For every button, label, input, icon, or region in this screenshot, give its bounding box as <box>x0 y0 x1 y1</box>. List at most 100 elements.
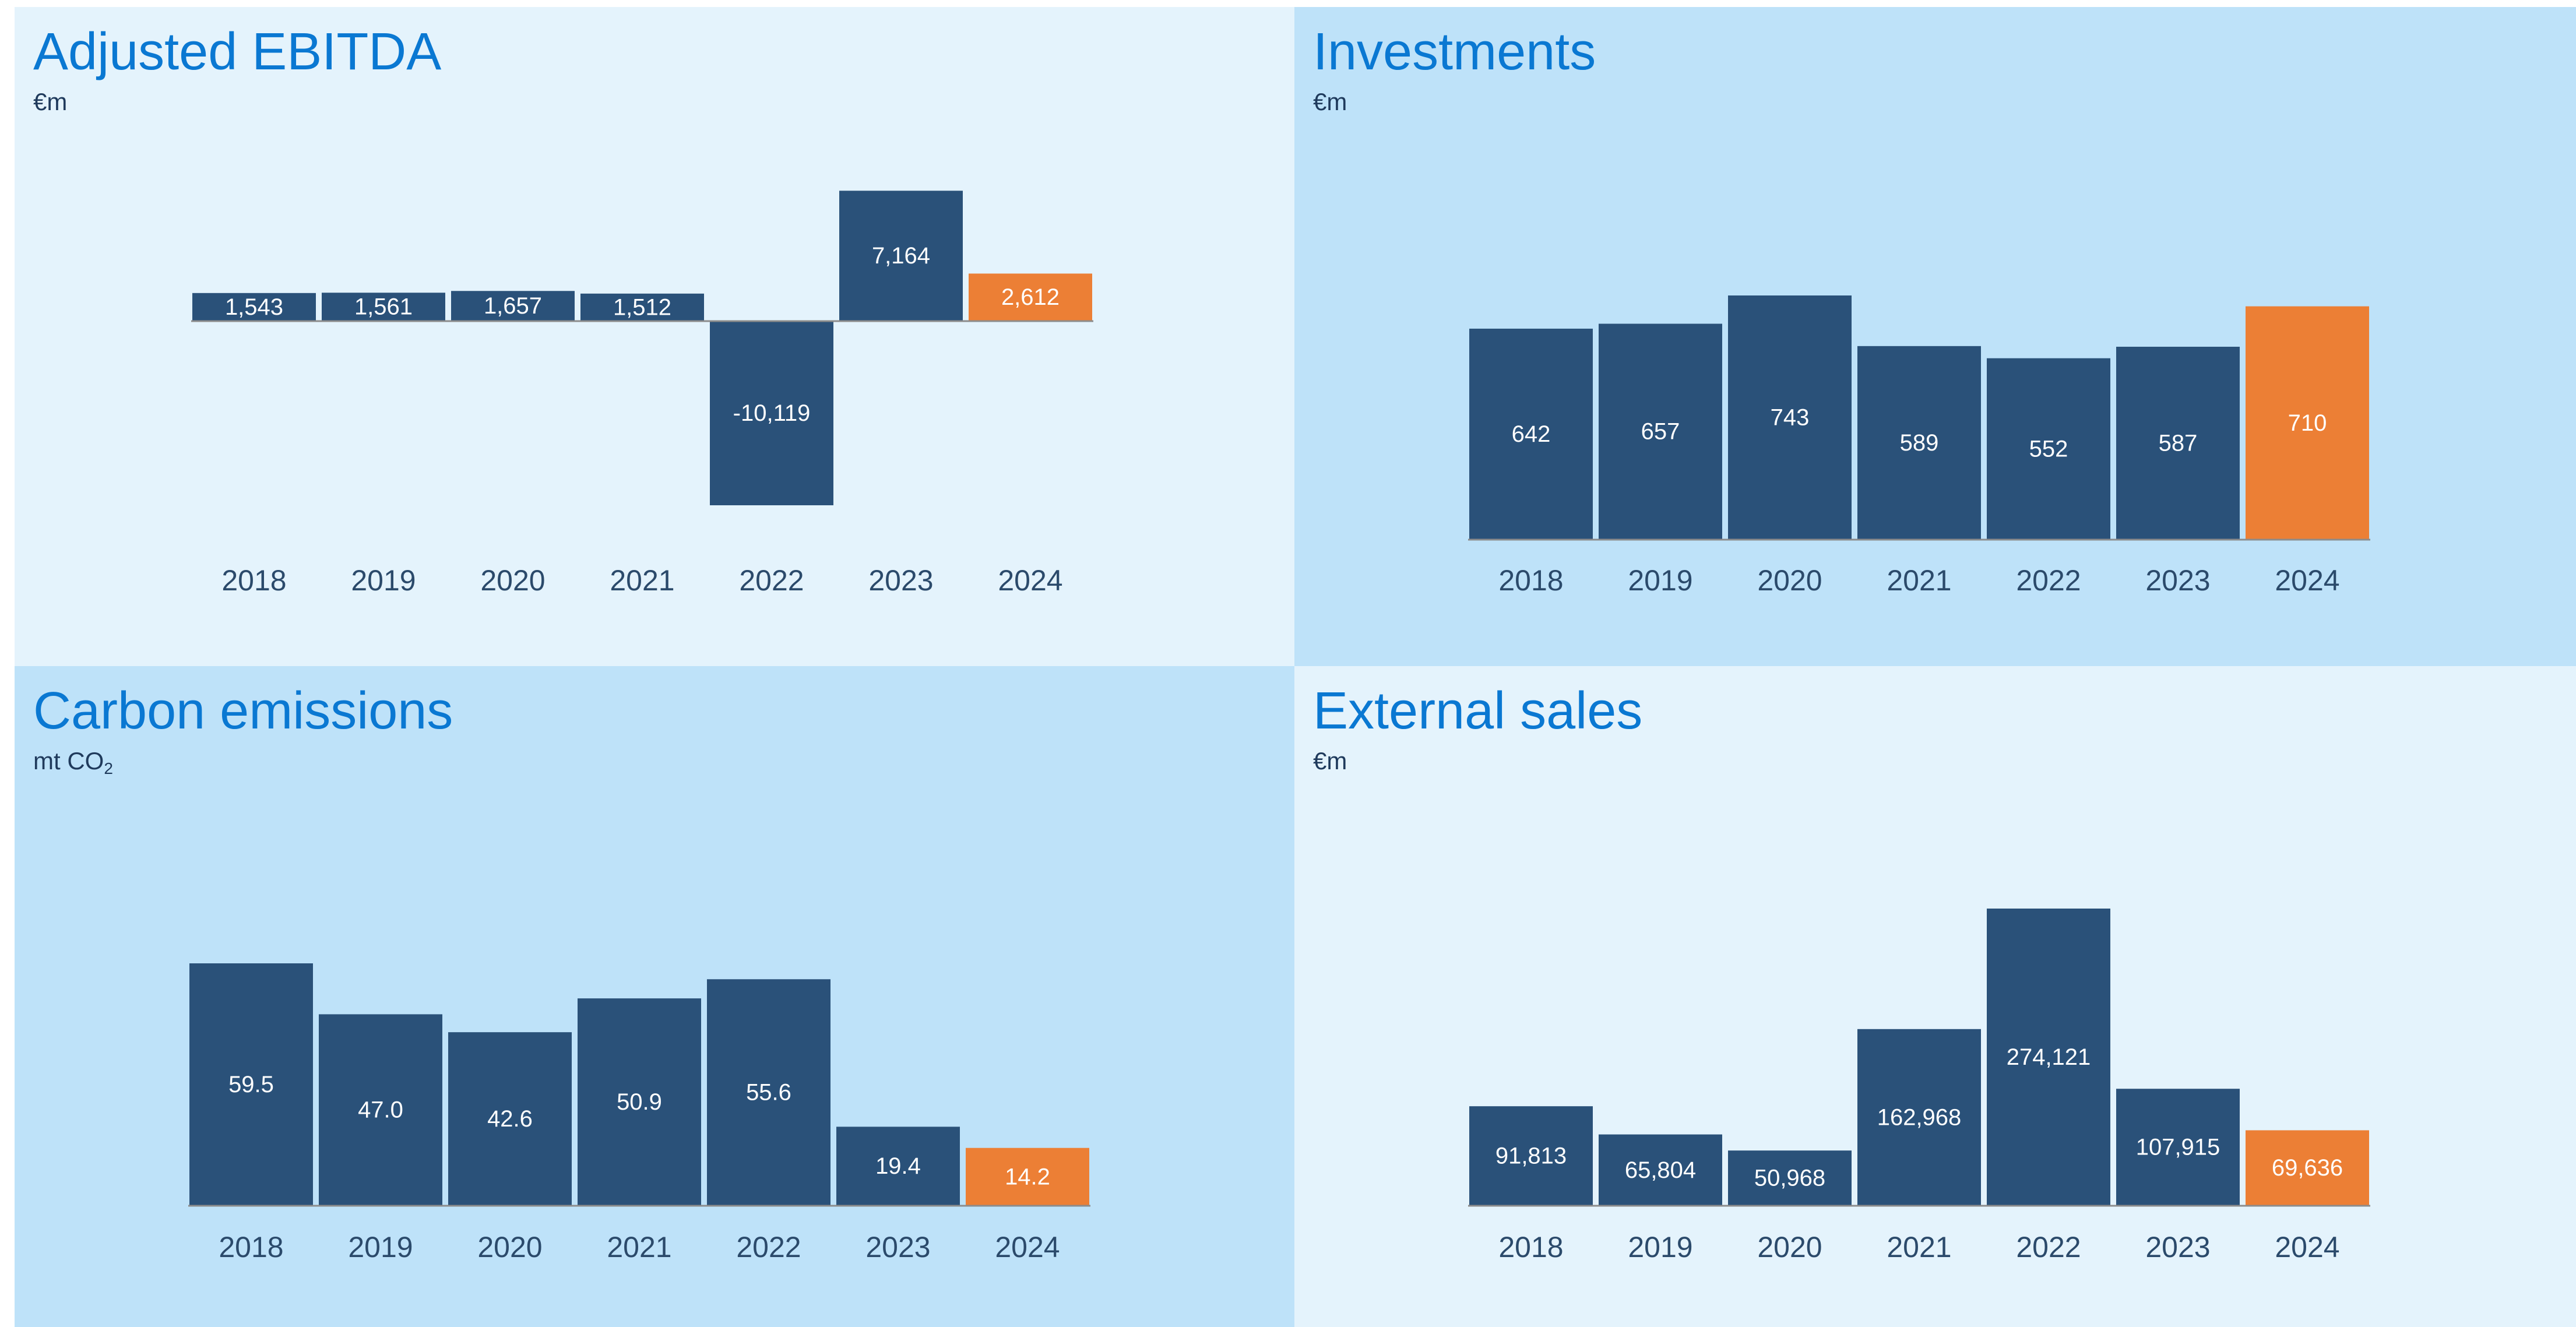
value-label-2021: 1,512 <box>613 294 671 320</box>
bar-2021 <box>1857 346 1981 540</box>
x-tick-label-2024: 2024 <box>2275 1231 2339 1263</box>
value-label-2022: 55.6 <box>746 1080 791 1106</box>
x-tick-label-2021: 2021 <box>1887 1231 1951 1263</box>
unit-label: €m <box>33 90 67 114</box>
x-tick-label-2019: 2019 <box>1628 1231 1692 1263</box>
value-label-2024: 69,636 <box>2272 1155 2343 1181</box>
bar-2020 <box>1728 1150 1852 1206</box>
chart-external-sales: 91,813 2018 65,804 2019 50,968 2020 162,968 202… <box>1468 909 2370 1263</box>
bar-2021 <box>580 293 704 321</box>
value-label-2023: 19.4 <box>875 1153 921 1179</box>
panel-carbon-emissions: Carbon emissions mt CO2 59.5 2018 47.0 2019… <box>15 666 1294 1327</box>
bar-2021 <box>578 998 701 1206</box>
bar-2019 <box>319 1014 442 1206</box>
value-label-2024: 14.2 <box>1005 1164 1050 1189</box>
value-label-2021: 589 <box>1900 430 1939 456</box>
bar-2019 <box>1599 323 1722 540</box>
value-label-2019: 47.0 <box>358 1097 403 1123</box>
x-tick-label-2018: 2018 <box>221 564 286 597</box>
value-label-2020: 42.6 <box>487 1106 533 1132</box>
x-tick-label-2022: 2022 <box>736 1231 801 1263</box>
unit-text: €m <box>1313 88 1347 115</box>
x-tick-label-2020: 2020 <box>477 1231 542 1263</box>
value-label-2024: 710 <box>2288 410 2327 436</box>
chart-title: Adjusted EBITDA <box>33 23 442 81</box>
x-tick-label-2019: 2019 <box>1628 564 1692 597</box>
value-label-2023: 107,915 <box>2136 1135 2220 1160</box>
value-label-2023: 7,164 <box>872 243 930 269</box>
chart-adjusted-ebitda: 1,543 2018 1,561 2019 1,657 2020 1,512 2021 -10,… <box>191 191 1093 597</box>
bar-2020 <box>451 291 575 321</box>
x-tick-label-2021: 2021 <box>1887 564 1951 597</box>
bar-2023 <box>836 1127 960 1206</box>
bar-2024 <box>966 1148 1089 1206</box>
value-label-2019: 657 <box>1641 419 1680 445</box>
x-tick-label-2019: 2019 <box>348 1231 413 1263</box>
chart-title: Carbon emissions <box>33 682 453 740</box>
x-tick-label-2019: 2019 <box>351 564 416 597</box>
panel-investments: Investments €m 642 2018 657 2019 743 2020 589 2… <box>1294 7 2576 666</box>
bar-2019 <box>1599 1134 1722 1206</box>
value-label-2018: 642 <box>1512 421 1551 447</box>
bar-2024 <box>2246 306 2369 540</box>
bar-2018 <box>1469 328 1593 540</box>
unit-text: €m <box>33 88 68 115</box>
unit-label: €m <box>1313 749 1347 773</box>
bar-2021 <box>1857 1029 1981 1206</box>
chart-title: Investments <box>1313 23 1596 81</box>
chart-investments: 642 2018 657 2019 743 2020 589 2021 552 2022 587 20… <box>1468 295 2370 597</box>
x-tick-label-2018: 2018 <box>1498 1231 1563 1263</box>
value-label-2018: 1,543 <box>225 294 283 320</box>
x-tick-label-2023: 2023 <box>868 564 933 597</box>
bar-2022 <box>1987 358 2110 540</box>
value-label-2020: 50,968 <box>1754 1166 1825 1191</box>
value-label-2023: 587 <box>2159 430 2198 456</box>
x-tick-label-2018: 2018 <box>219 1231 283 1263</box>
value-label-2022: -10,119 <box>733 400 811 426</box>
x-tick-label-2023: 2023 <box>865 1231 930 1263</box>
bar-2020 <box>448 1032 572 1206</box>
panel-adjusted-ebitda: Adjusted EBITDA €m 1,543 2018 1,561 2019 1,6… <box>15 7 1294 666</box>
bar-2022 <box>707 979 830 1206</box>
unit-label: mt CO2 <box>33 749 113 777</box>
bar-2020 <box>1728 295 1852 540</box>
bar-2018 <box>192 293 316 321</box>
x-tick-label-2024: 2024 <box>995 1231 1060 1263</box>
unit-label: €m <box>1313 90 1347 114</box>
value-label-2021: 162,968 <box>1877 1104 1962 1130</box>
value-label-2021: 50.9 <box>617 1089 662 1115</box>
value-label-2022: 552 <box>2029 436 2068 462</box>
chart-carbon-emissions: 59.5 2018 47.0 2019 42.6 2020 50.9 2021 55.6 2022… <box>188 963 1090 1263</box>
x-tick-label-2020: 2020 <box>1757 564 1822 597</box>
value-label-2019: 65,804 <box>1625 1157 1696 1183</box>
x-tick-label-2021: 2021 <box>610 564 674 597</box>
value-label-2018: 59.5 <box>228 1072 274 1097</box>
x-tick-label-2020: 2020 <box>1757 1231 1822 1263</box>
x-tick-label-2024: 2024 <box>2275 564 2339 597</box>
x-tick-label-2018: 2018 <box>1498 564 1563 597</box>
value-label-2020: 1,657 <box>484 293 542 319</box>
bar-2023 <box>839 191 963 321</box>
bar-2018 <box>189 963 313 1206</box>
value-label-2022: 274,121 <box>2007 1044 2091 1070</box>
value-label-2024: 2,612 <box>1001 284 1060 310</box>
bar-2019 <box>322 293 445 321</box>
unit-subscript: 2 <box>104 759 113 777</box>
x-tick-label-2021: 2021 <box>607 1231 671 1263</box>
chart-title: External sales <box>1313 682 1643 740</box>
value-label-2018: 91,813 <box>1495 1143 1567 1169</box>
x-tick-label-2024: 2024 <box>998 564 1062 597</box>
panel-external-sales: External sales €m 91,813 2018 65,804 2019 50… <box>1294 666 2576 1327</box>
x-tick-label-2022: 2022 <box>2016 564 2081 597</box>
value-label-2020: 743 <box>1771 405 1810 431</box>
bar-2024 <box>969 273 1092 321</box>
x-tick-label-2020: 2020 <box>480 564 545 597</box>
unit-text: €m <box>1313 747 1347 775</box>
bar-2022 <box>710 321 833 505</box>
x-tick-label-2022: 2022 <box>2016 1231 2081 1263</box>
value-label-2019: 1,561 <box>354 294 413 320</box>
unit-text: mt CO <box>33 747 104 775</box>
x-tick-label-2023: 2023 <box>2145 1231 2210 1263</box>
bar-2024 <box>2246 1130 2369 1206</box>
x-tick-label-2022: 2022 <box>739 564 804 597</box>
